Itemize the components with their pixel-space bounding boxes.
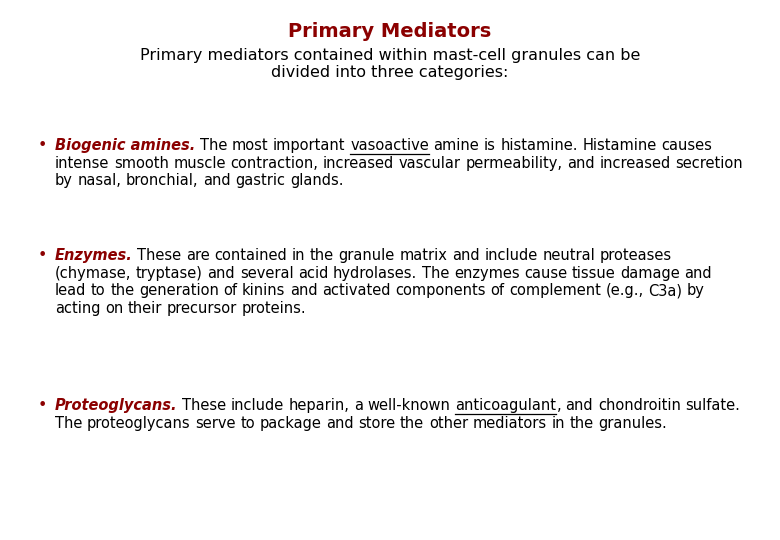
Text: are: are xyxy=(186,248,210,263)
Text: of: of xyxy=(224,284,237,299)
Text: and: and xyxy=(207,266,235,281)
Text: The: The xyxy=(200,138,227,153)
Text: The: The xyxy=(422,266,449,281)
Text: and: and xyxy=(566,398,594,413)
Text: C3a): C3a) xyxy=(648,284,682,299)
Text: the: the xyxy=(400,416,424,431)
Text: glands.: glands. xyxy=(290,173,343,188)
Text: proteoglycans: proteoglycans xyxy=(87,416,190,431)
Text: store: store xyxy=(358,416,395,431)
Text: include: include xyxy=(484,248,537,263)
Text: generation: generation xyxy=(139,284,219,299)
Text: most: most xyxy=(232,138,268,153)
Text: secretion: secretion xyxy=(675,156,743,171)
Text: the: the xyxy=(310,248,334,263)
Text: several: several xyxy=(239,266,293,281)
Text: matrix: matrix xyxy=(399,248,448,263)
Text: divided into three categories:: divided into three categories: xyxy=(271,64,509,79)
Text: histamine.: histamine. xyxy=(501,138,578,153)
Text: and: and xyxy=(452,248,480,263)
Text: hydrolases.: hydrolases. xyxy=(333,266,417,281)
Text: to: to xyxy=(240,416,255,431)
Text: contained: contained xyxy=(215,248,287,263)
Text: cause: cause xyxy=(524,266,567,281)
Text: increased: increased xyxy=(600,156,671,171)
Text: granule: granule xyxy=(339,248,395,263)
Text: serve: serve xyxy=(195,416,236,431)
Text: granules.: granules. xyxy=(598,416,667,431)
Text: components: components xyxy=(395,284,486,299)
Text: and: and xyxy=(567,156,595,171)
Text: tissue: tissue xyxy=(572,266,615,281)
Text: the: the xyxy=(110,284,134,299)
Text: ,: , xyxy=(556,398,561,413)
Text: (e.g.,: (e.g., xyxy=(606,284,644,299)
Text: proteases: proteases xyxy=(600,248,672,263)
Text: intense: intense xyxy=(55,156,109,171)
Text: The: The xyxy=(55,416,83,431)
Text: mediators: mediators xyxy=(473,416,547,431)
Text: and: and xyxy=(290,284,317,299)
Text: enzymes: enzymes xyxy=(454,266,519,281)
Text: neutral: neutral xyxy=(542,248,595,263)
Text: Primary Mediators: Primary Mediators xyxy=(289,22,491,41)
Text: heparin,: heparin, xyxy=(289,398,349,413)
Text: permeability,: permeability, xyxy=(466,156,562,171)
Text: tryptase): tryptase) xyxy=(136,266,203,281)
Text: These: These xyxy=(182,398,226,413)
Text: muscle: muscle xyxy=(173,156,226,171)
Text: Proteoglycans.: Proteoglycans. xyxy=(55,398,178,413)
Text: other: other xyxy=(429,416,468,431)
Text: a: a xyxy=(354,398,363,413)
Text: Biogenic amines.: Biogenic amines. xyxy=(55,138,195,153)
Text: amine: amine xyxy=(434,138,480,153)
Text: activated: activated xyxy=(322,284,391,299)
Text: and: and xyxy=(685,266,712,281)
Text: Primary mediators contained within mast-cell granules can be: Primary mediators contained within mast-… xyxy=(140,48,640,63)
Text: well-known: well-known xyxy=(368,398,451,413)
Text: in: in xyxy=(292,248,306,263)
Text: chondroitin: chondroitin xyxy=(598,398,681,413)
Text: by: by xyxy=(687,284,705,299)
Text: important: important xyxy=(273,138,346,153)
Text: precursor: precursor xyxy=(167,301,237,316)
Text: These: These xyxy=(137,248,182,263)
Text: increased: increased xyxy=(323,156,395,171)
Text: of: of xyxy=(491,284,505,299)
Text: by: by xyxy=(55,173,73,188)
Text: to: to xyxy=(91,284,105,299)
Text: sulfate.: sulfate. xyxy=(686,398,740,413)
Text: include: include xyxy=(231,398,284,413)
Text: kinins: kinins xyxy=(242,284,285,299)
Text: •: • xyxy=(38,138,48,153)
Text: (chymase,: (chymase, xyxy=(55,266,131,281)
Text: complement: complement xyxy=(509,284,601,299)
Text: anticoagulant: anticoagulant xyxy=(456,398,556,413)
Text: vascular: vascular xyxy=(399,156,461,171)
Text: gastric: gastric xyxy=(236,173,285,188)
Text: lead: lead xyxy=(55,284,87,299)
Text: causes: causes xyxy=(661,138,712,153)
Text: vasoactive: vasoactive xyxy=(350,138,429,153)
Text: and: and xyxy=(326,416,354,431)
Text: Histamine: Histamine xyxy=(583,138,657,153)
Text: acting: acting xyxy=(55,301,101,316)
Text: and: and xyxy=(203,173,231,188)
Text: •: • xyxy=(38,248,48,263)
Text: their: their xyxy=(128,301,162,316)
Text: in: in xyxy=(551,416,565,431)
Text: acid: acid xyxy=(298,266,328,281)
Text: damage: damage xyxy=(620,266,680,281)
Text: is: is xyxy=(484,138,496,153)
Text: contraction,: contraction, xyxy=(231,156,318,171)
Text: package: package xyxy=(260,416,321,431)
Text: smooth: smooth xyxy=(114,156,169,171)
Text: bronchial,: bronchial, xyxy=(126,173,198,188)
Text: Enzymes.: Enzymes. xyxy=(55,248,133,263)
Text: nasal,: nasal, xyxy=(77,173,122,188)
Text: on: on xyxy=(105,301,123,316)
Text: proteins.: proteins. xyxy=(242,301,307,316)
Text: •: • xyxy=(38,398,48,413)
Text: the: the xyxy=(569,416,594,431)
